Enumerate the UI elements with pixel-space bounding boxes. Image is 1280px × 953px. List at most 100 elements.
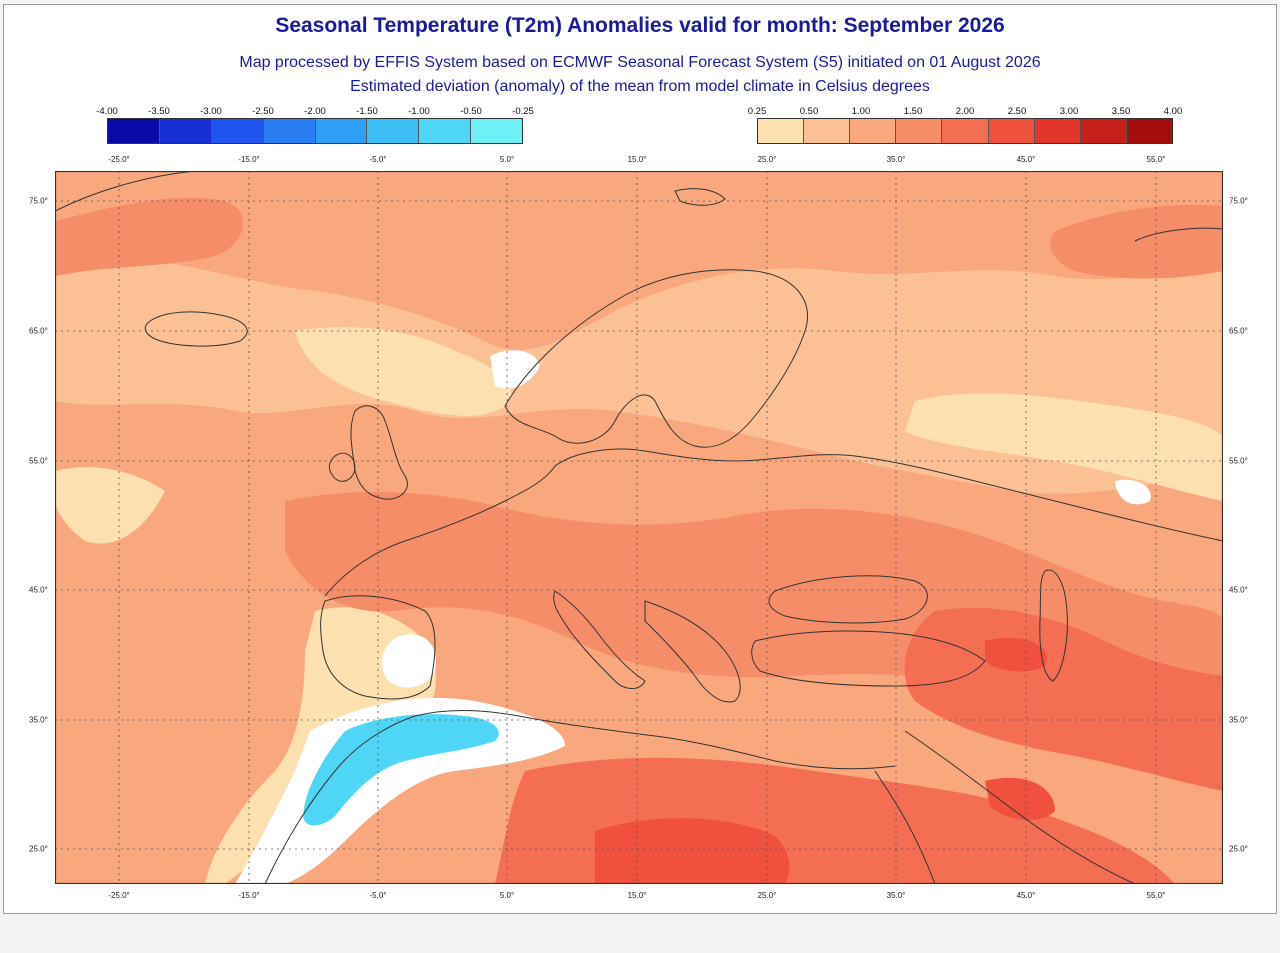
lon-label: -5.0° — [369, 891, 387, 900]
legend-tick: 1.50 — [903, 106, 923, 117]
lat-label: 45.0° — [1229, 585, 1248, 595]
coastline-turkey — [751, 630, 986, 687]
lat-label: 75.0° — [29, 196, 48, 206]
coastline-iberia — [320, 595, 436, 700]
lat-label: 25.0° — [1229, 844, 1248, 854]
legend-tick: -1.50 — [356, 106, 378, 117]
hottest-anomaly-region — [985, 777, 1055, 821]
legend-tick: -2.50 — [252, 106, 274, 117]
coastline-novaya-zemlya — [1134, 227, 1223, 242]
lon-label: 35.0° — [886, 155, 906, 164]
legend-color-cell — [367, 119, 420, 143]
lon-label: 15.0° — [627, 891, 647, 900]
pale-anomaly-region — [55, 467, 165, 544]
coastline-north-africa — [264, 709, 896, 884]
lon-label: 55.0° — [1146, 155, 1166, 164]
lat-label: 65.0° — [29, 326, 48, 336]
coastline-iceland — [144, 311, 248, 347]
legend-tick: -1.00 — [408, 106, 430, 117]
lon-label: -25.0° — [108, 155, 130, 164]
coastline-italy — [553, 590, 646, 689]
legend-color-cell — [159, 119, 212, 143]
hot-anomaly-region — [904, 607, 1223, 791]
coastline-arabia — [904, 730, 1136, 884]
legend-positive-ticks: 0.25 0.50 1.00 1.50 2.00 2.50 3.00 3.50 … — [748, 106, 1183, 118]
legend-color-cell — [1080, 119, 1127, 143]
hottest-anomaly-region — [595, 818, 790, 884]
legend-tick: 4.00 — [1163, 106, 1183, 117]
anomaly-map-canvas[interactable] — [55, 171, 1223, 884]
neutral-anomaly-region — [381, 634, 436, 688]
neutral-anomaly-region — [490, 350, 540, 389]
legend-tick: 0.25 — [747, 106, 767, 117]
legend-tick: -0.25 — [512, 106, 534, 117]
lon-label: -15.0° — [238, 155, 260, 164]
legend-tick: -3.00 — [200, 106, 222, 117]
lon-label: 5.0° — [499, 891, 515, 900]
legend-color-cell — [850, 119, 897, 143]
legend-color-cell — [419, 119, 472, 143]
legend-color-cell — [108, 119, 160, 143]
map-subtitle-description: Estimated deviation (anomaly) of the mea… — [350, 78, 930, 95]
lon-label: 5.0° — [499, 155, 515, 164]
anomaly-map[interactable] — [55, 171, 1223, 884]
legend-positive-bar — [757, 118, 1173, 144]
legend-color-cell — [263, 119, 316, 143]
neutral-anomaly-region — [1115, 479, 1151, 505]
legend-color-cell — [1034, 119, 1081, 143]
lat-label: 75.0° — [1229, 196, 1248, 206]
lat-label: 65.0° — [1229, 326, 1248, 336]
lat-label: 55.0° — [29, 456, 48, 466]
pale-anomaly-region — [905, 393, 1223, 501]
legend-tick: 0.50 — [799, 106, 819, 117]
legend-color-cell — [942, 119, 989, 143]
coastline-red-sea — [874, 770, 936, 884]
lat-label: 55.0° — [1229, 456, 1248, 466]
lon-label: -5.0° — [369, 155, 387, 164]
legend-color-cell — [988, 119, 1035, 143]
coastline-ireland — [328, 452, 356, 482]
legend-color-cell — [471, 119, 522, 143]
legend-color-cell — [211, 119, 264, 143]
coastline-scandinavia — [504, 269, 809, 448]
coastline-black-sea — [768, 575, 928, 624]
coastline-greenland — [55, 171, 196, 212]
lat-label: 45.0° — [29, 585, 48, 595]
lon-label: 55.0° — [1146, 891, 1166, 900]
hot-anomaly-region — [1050, 204, 1223, 279]
legend-tick: -4.00 — [96, 106, 118, 117]
lon-label: 25.0° — [757, 891, 777, 900]
legend-tick: 2.50 — [1007, 106, 1027, 117]
map-title: Seasonal Temperature (T2m) Anomalies val… — [275, 14, 1005, 37]
legend-color-cell — [1126, 119, 1172, 143]
lon-label: 25.0° — [757, 155, 777, 164]
graticule — [55, 171, 1223, 884]
legend-tick: -2.00 — [304, 106, 326, 117]
coastline-caspian — [1039, 569, 1068, 682]
map-border — [55, 171, 1223, 884]
lon-label: 45.0° — [1016, 891, 1036, 900]
lon-label: 35.0° — [886, 891, 906, 900]
pale-anomaly-region — [295, 327, 512, 416]
coastline-balkans — [644, 600, 741, 703]
legend-negative-bar — [107, 118, 523, 144]
coastlines — [55, 171, 1223, 884]
legend-tick: -3.50 — [148, 106, 170, 117]
coastline-europe — [324, 448, 1223, 597]
hot-anomaly-region — [55, 197, 244, 276]
lon-label: 15.0° — [627, 155, 647, 164]
legend-color-cell — [758, 119, 805, 143]
map-subtitle-source: Map processed by EFFIS System based on E… — [239, 54, 1041, 71]
lon-label: -25.0° — [108, 891, 130, 900]
legend-tick: 3.50 — [1111, 106, 1131, 117]
legend-color-cell — [315, 119, 368, 143]
lon-label: 45.0° — [1016, 155, 1036, 164]
legend-color-cell — [804, 119, 851, 143]
lat-label: 35.0° — [1229, 715, 1248, 725]
legend-tick: 1.00 — [851, 106, 871, 117]
legend-negative-ticks: -4.00 -3.50 -3.00 -2.50 -2.00 -1.50 -1.0… — [96, 106, 534, 118]
hottest-anomaly-region — [985, 637, 1047, 672]
lat-label: 25.0° — [29, 844, 48, 854]
legend-tick: 3.00 — [1059, 106, 1079, 117]
legend-tick: 2.00 — [955, 106, 975, 117]
